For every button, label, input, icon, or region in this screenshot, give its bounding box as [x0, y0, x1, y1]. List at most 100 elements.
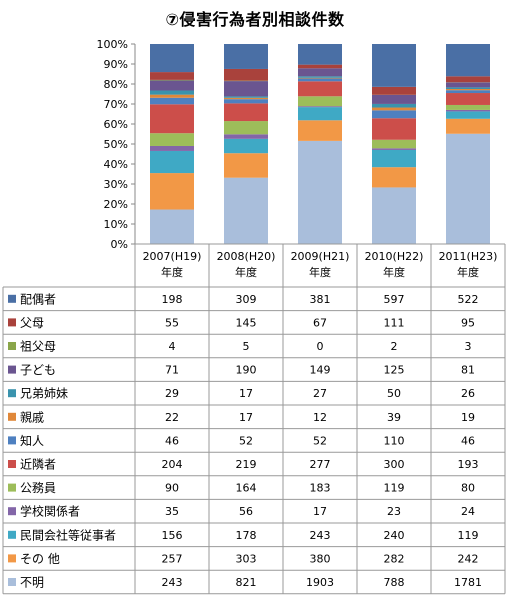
bar-segment [224, 134, 268, 139]
bar-segment [446, 90, 490, 94]
data-label: 17 [313, 505, 327, 518]
bar-segment [150, 145, 194, 151]
data-label: 2 [391, 340, 398, 353]
bar-segment [446, 111, 490, 119]
data-label: 277 [310, 458, 331, 471]
data-label: 26 [461, 387, 475, 400]
x-tick-label: 年度 [383, 265, 405, 279]
data-label: 50 [387, 387, 401, 400]
bar-segment [372, 118, 416, 140]
data-label: 71 [165, 364, 179, 377]
data-label: 303 [236, 552, 257, 565]
x-tick-label: 2010(H22) [365, 250, 424, 263]
y-tick-label: 20% [104, 198, 128, 211]
data-label: 243 [162, 576, 183, 589]
legend-key [8, 578, 16, 586]
series-label: 父母 [20, 316, 44, 330]
data-label: 0 [317, 340, 324, 353]
bar-segment [372, 148, 416, 150]
x-tick-label: 年度 [161, 265, 183, 279]
bar-segment [372, 107, 416, 111]
legend-key [8, 460, 16, 468]
data-label: 24 [461, 505, 475, 518]
bar-segment [446, 87, 490, 90]
data-label: 164 [236, 482, 257, 495]
bar-segment [224, 97, 268, 100]
x-tick-label: 2011(H23) [439, 250, 498, 263]
series-label: 親戚 [20, 410, 44, 424]
data-label: 119 [458, 529, 479, 542]
bar-segment [224, 81, 268, 97]
data-label: 257 [162, 552, 183, 565]
data-label: 300 [384, 458, 405, 471]
legend-key [8, 554, 16, 563]
bar-segment [224, 138, 268, 154]
data-label: 17 [239, 411, 253, 424]
bar-segment [372, 103, 416, 108]
bar-segment [446, 89, 490, 91]
bar-segment [150, 44, 194, 73]
x-tick-label: 年度 [309, 265, 331, 279]
bar-segment [372, 86, 416, 95]
legend-key [8, 318, 16, 327]
data-label: 282 [384, 552, 405, 565]
bar-segment [224, 96, 268, 98]
data-label: 95 [461, 316, 475, 329]
series-label: 知人 [20, 434, 44, 448]
bar-segment [446, 76, 490, 83]
x-tick-label: 2009(H21) [291, 250, 350, 263]
data-label: 23 [387, 505, 401, 518]
legend-key [8, 436, 16, 445]
data-label: 29 [165, 387, 179, 400]
bar-segment [372, 167, 416, 188]
y-tick-label: 50% [104, 138, 128, 151]
data-label: 39 [387, 411, 401, 424]
data-label: 1903 [306, 576, 334, 589]
data-label: 242 [458, 552, 479, 565]
y-tick-label: 90% [104, 58, 128, 71]
bar-segment [224, 153, 268, 178]
bar-segment [298, 81, 342, 97]
y-tick-label: 10% [104, 218, 128, 231]
data-label: 46 [461, 434, 475, 447]
data-label: 90 [165, 482, 179, 495]
y-tick-label: 100% [97, 38, 128, 51]
data-label: 183 [310, 482, 331, 495]
data-label: 125 [384, 364, 405, 377]
data-label: 821 [236, 576, 257, 589]
bar-segment [150, 80, 194, 91]
bar-segment [298, 77, 342, 79]
data-label: 145 [236, 316, 257, 329]
bar-segment [446, 93, 490, 105]
data-label: 178 [236, 529, 257, 542]
legend-key [8, 530, 16, 539]
legend-key [8, 507, 16, 516]
data-label: 219 [236, 458, 257, 471]
data-label: 52 [313, 434, 327, 447]
series-label: 民間会社等従事者 [20, 527, 116, 542]
data-label: 380 [310, 552, 331, 565]
bar-segment [150, 133, 194, 146]
data-label: 12 [313, 411, 327, 424]
series-label: 兄弟姉妹 [20, 386, 68, 401]
series-label: 不明 [20, 576, 44, 590]
data-label: 193 [458, 458, 479, 471]
bar-segment [446, 44, 490, 77]
bar-segment [298, 76, 342, 78]
bar-segment [446, 133, 490, 244]
data-label: 81 [461, 364, 475, 377]
bar-segment [150, 72, 194, 80]
bar-segment [372, 149, 416, 168]
legend-key [8, 389, 16, 398]
data-label: 56 [239, 505, 253, 518]
data-label: 110 [384, 434, 405, 447]
bar-segment [298, 120, 342, 141]
series-label: 祖父母 [20, 339, 56, 354]
data-label: 597 [384, 293, 405, 306]
bar-segment [298, 68, 342, 77]
bar-segment [150, 104, 194, 134]
bar-segment [150, 209, 194, 244]
data-label: 19 [461, 411, 475, 424]
series-label: 学校関係者 [20, 504, 80, 519]
